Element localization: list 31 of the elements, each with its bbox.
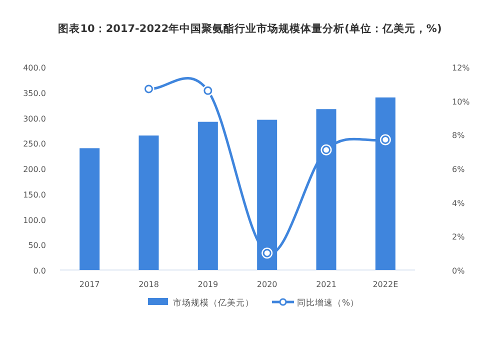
x-tick-label: 2019 [198,280,218,289]
x-tick-label: 2022E [372,280,398,289]
y-tick-label: 0.0 [33,266,46,276]
y2-tick-label: 10% [452,97,470,106]
y-tick-label: 350.0 [23,88,46,98]
y-tick-label: 400.0 [23,64,46,72]
y-tick-label: 50.0 [28,241,46,250]
y-tick-label: 100.0 [23,216,46,225]
y2-tick-label: 6% [452,165,466,174]
y-tick-label: 200.0 [23,165,46,174]
bar [198,122,218,270]
y2-tick-label: 2% [452,232,466,242]
legend-label: 同比增速（%） [297,298,360,308]
y-tick-label: 150.0 [23,190,46,200]
x-tick-label: 2017 [79,280,100,289]
legend-label: 市场规模（亿美元） [173,298,254,308]
x-tick-label: 2018 [138,280,159,289]
y-tick-label: 250.0 [23,140,46,149]
chart-title: 图表10：2017-2022年中国聚氨酯行业市场规模体量分析(单位：亿美元，%) [58,22,442,35]
bar [257,120,278,270]
bar [80,148,100,270]
bar [375,97,396,270]
y2-tick-label: 12% [452,64,470,72]
bar [316,109,336,270]
x-tick-label: 2020 [256,280,278,289]
x-tick-label: 2021 [316,280,336,289]
bar [138,136,159,270]
y2-tick-label: 0% [452,266,466,276]
y2-tick-label: 8% [452,131,466,140]
y2-tick-label: 4% [452,198,466,208]
y-tick-label: 300.0 [23,114,46,124]
